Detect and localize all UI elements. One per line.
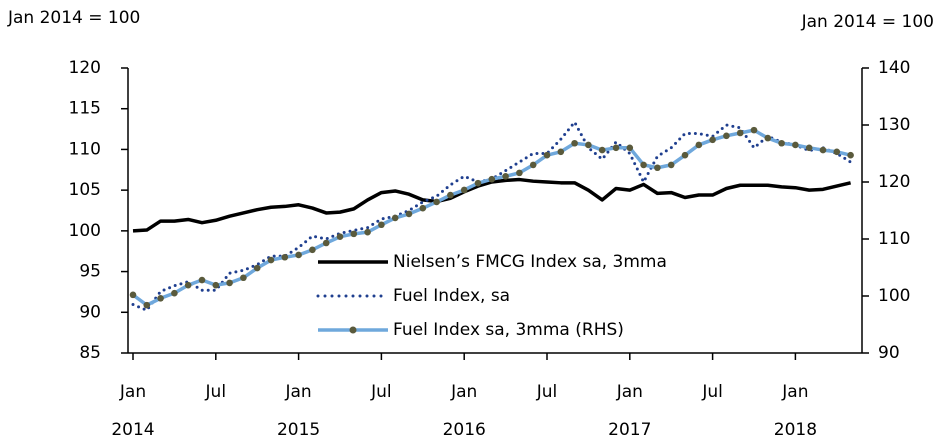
- series-marker: [253, 264, 261, 272]
- series-marker: [805, 144, 813, 152]
- legend-label: Fuel Index sa, 3mma (RHS): [393, 320, 624, 340]
- series-line: [132, 177, 852, 233]
- x-year-label: 2016: [443, 420, 486, 440]
- series-marker: [667, 161, 675, 169]
- series-marker: [516, 169, 523, 177]
- y-tick-label: 120: [69, 58, 101, 78]
- y-tick-label: 95: [79, 262, 101, 282]
- legend-label: Fuel Index, sa: [393, 286, 510, 306]
- series-marker: [129, 291, 137, 299]
- series-marker: [143, 301, 151, 309]
- series-marker: [529, 161, 537, 169]
- y-tick-label: 105: [69, 180, 101, 200]
- series-marker: [295, 251, 302, 259]
- series-marker: [157, 294, 164, 302]
- x-tick-label: Jul: [205, 382, 227, 402]
- series-marker: [281, 253, 289, 261]
- series-marker: [488, 175, 496, 183]
- series-marker: [778, 139, 785, 147]
- x-year-label: 2017: [608, 420, 651, 440]
- series-marker: [723, 132, 730, 140]
- x-year-label: 2018: [774, 420, 817, 440]
- series-marker: [502, 173, 509, 180]
- series-marker: [695, 141, 703, 149]
- series-marker: [212, 281, 220, 289]
- series-marker: [198, 276, 206, 284]
- series-marker: [792, 141, 799, 149]
- y2-tick-label: 120: [878, 172, 910, 192]
- x-year-label: 2014: [111, 420, 154, 440]
- series-marker: [309, 246, 316, 254]
- series-marker: [640, 161, 647, 169]
- series-marker: [598, 146, 606, 154]
- series-marker: [419, 204, 427, 212]
- series-marker: [336, 233, 344, 241]
- series-marker: [654, 164, 661, 172]
- x-tick-label: Jan: [284, 382, 311, 402]
- series-marker: [171, 289, 178, 297]
- series-marker: [557, 148, 565, 156]
- y2-tick-label: 100: [878, 286, 910, 306]
- y-tick-label: 90: [79, 302, 101, 322]
- y2-tick-label: 90: [878, 343, 900, 363]
- y2-tick-label: 130: [878, 115, 910, 135]
- series-line: [131, 120, 853, 312]
- series-marker: [571, 139, 578, 147]
- series-marker: [764, 134, 772, 142]
- series-marker: [612, 144, 620, 152]
- x-tick-label: Jul: [536, 382, 558, 402]
- series-marker: [226, 279, 233, 287]
- series-marker: [447, 191, 454, 199]
- y2-tick-label: 140: [878, 58, 910, 78]
- series-marker: [681, 151, 689, 159]
- x-year-label: 2015: [277, 420, 320, 440]
- x-tick-label: Jan: [781, 382, 808, 402]
- series-marker: [847, 151, 854, 159]
- series-marker: [405, 210, 413, 218]
- series-marker: [709, 136, 716, 144]
- series-marker: [267, 256, 275, 264]
- series-marker: [736, 129, 744, 137]
- series-marker: [433, 198, 440, 206]
- legend-label: Nielsen’s FMCG Index sa, 3mma: [393, 252, 667, 272]
- series-marker: [350, 230, 358, 238]
- y-tick-label: 100: [69, 221, 101, 241]
- series-marker: [184, 281, 192, 289]
- series-marker: [460, 186, 468, 194]
- y2-tick-label: 110: [878, 229, 910, 249]
- series-marker: [585, 141, 592, 149]
- y2-axis-title: Jan 2014 = 100: [801, 12, 934, 32]
- series-marker: [391, 214, 399, 222]
- series-marker: [626, 144, 634, 152]
- x-tick-label: Jul: [370, 382, 392, 402]
- series-marker: [750, 126, 758, 134]
- y-tick-label: 115: [69, 99, 101, 119]
- series-marker: [364, 228, 371, 236]
- series-marker: [322, 239, 330, 247]
- x-tick-label: Jan: [616, 382, 643, 402]
- y-tick-label: 110: [69, 139, 101, 159]
- series-marker: [474, 179, 482, 187]
- x-tick-label: Jul: [701, 382, 723, 402]
- series-marker: [378, 221, 385, 229]
- y-axis-title: Jan 2014 = 100: [7, 8, 140, 28]
- legend-marker: [349, 326, 357, 334]
- series-marker: [833, 148, 841, 156]
- series-marker: [240, 274, 247, 282]
- y-tick-label: 85: [79, 343, 101, 363]
- series-marker: [819, 146, 827, 154]
- series-marker: [543, 151, 551, 159]
- x-tick-label: Jan: [450, 382, 477, 402]
- x-tick-label: Jan: [119, 382, 146, 402]
